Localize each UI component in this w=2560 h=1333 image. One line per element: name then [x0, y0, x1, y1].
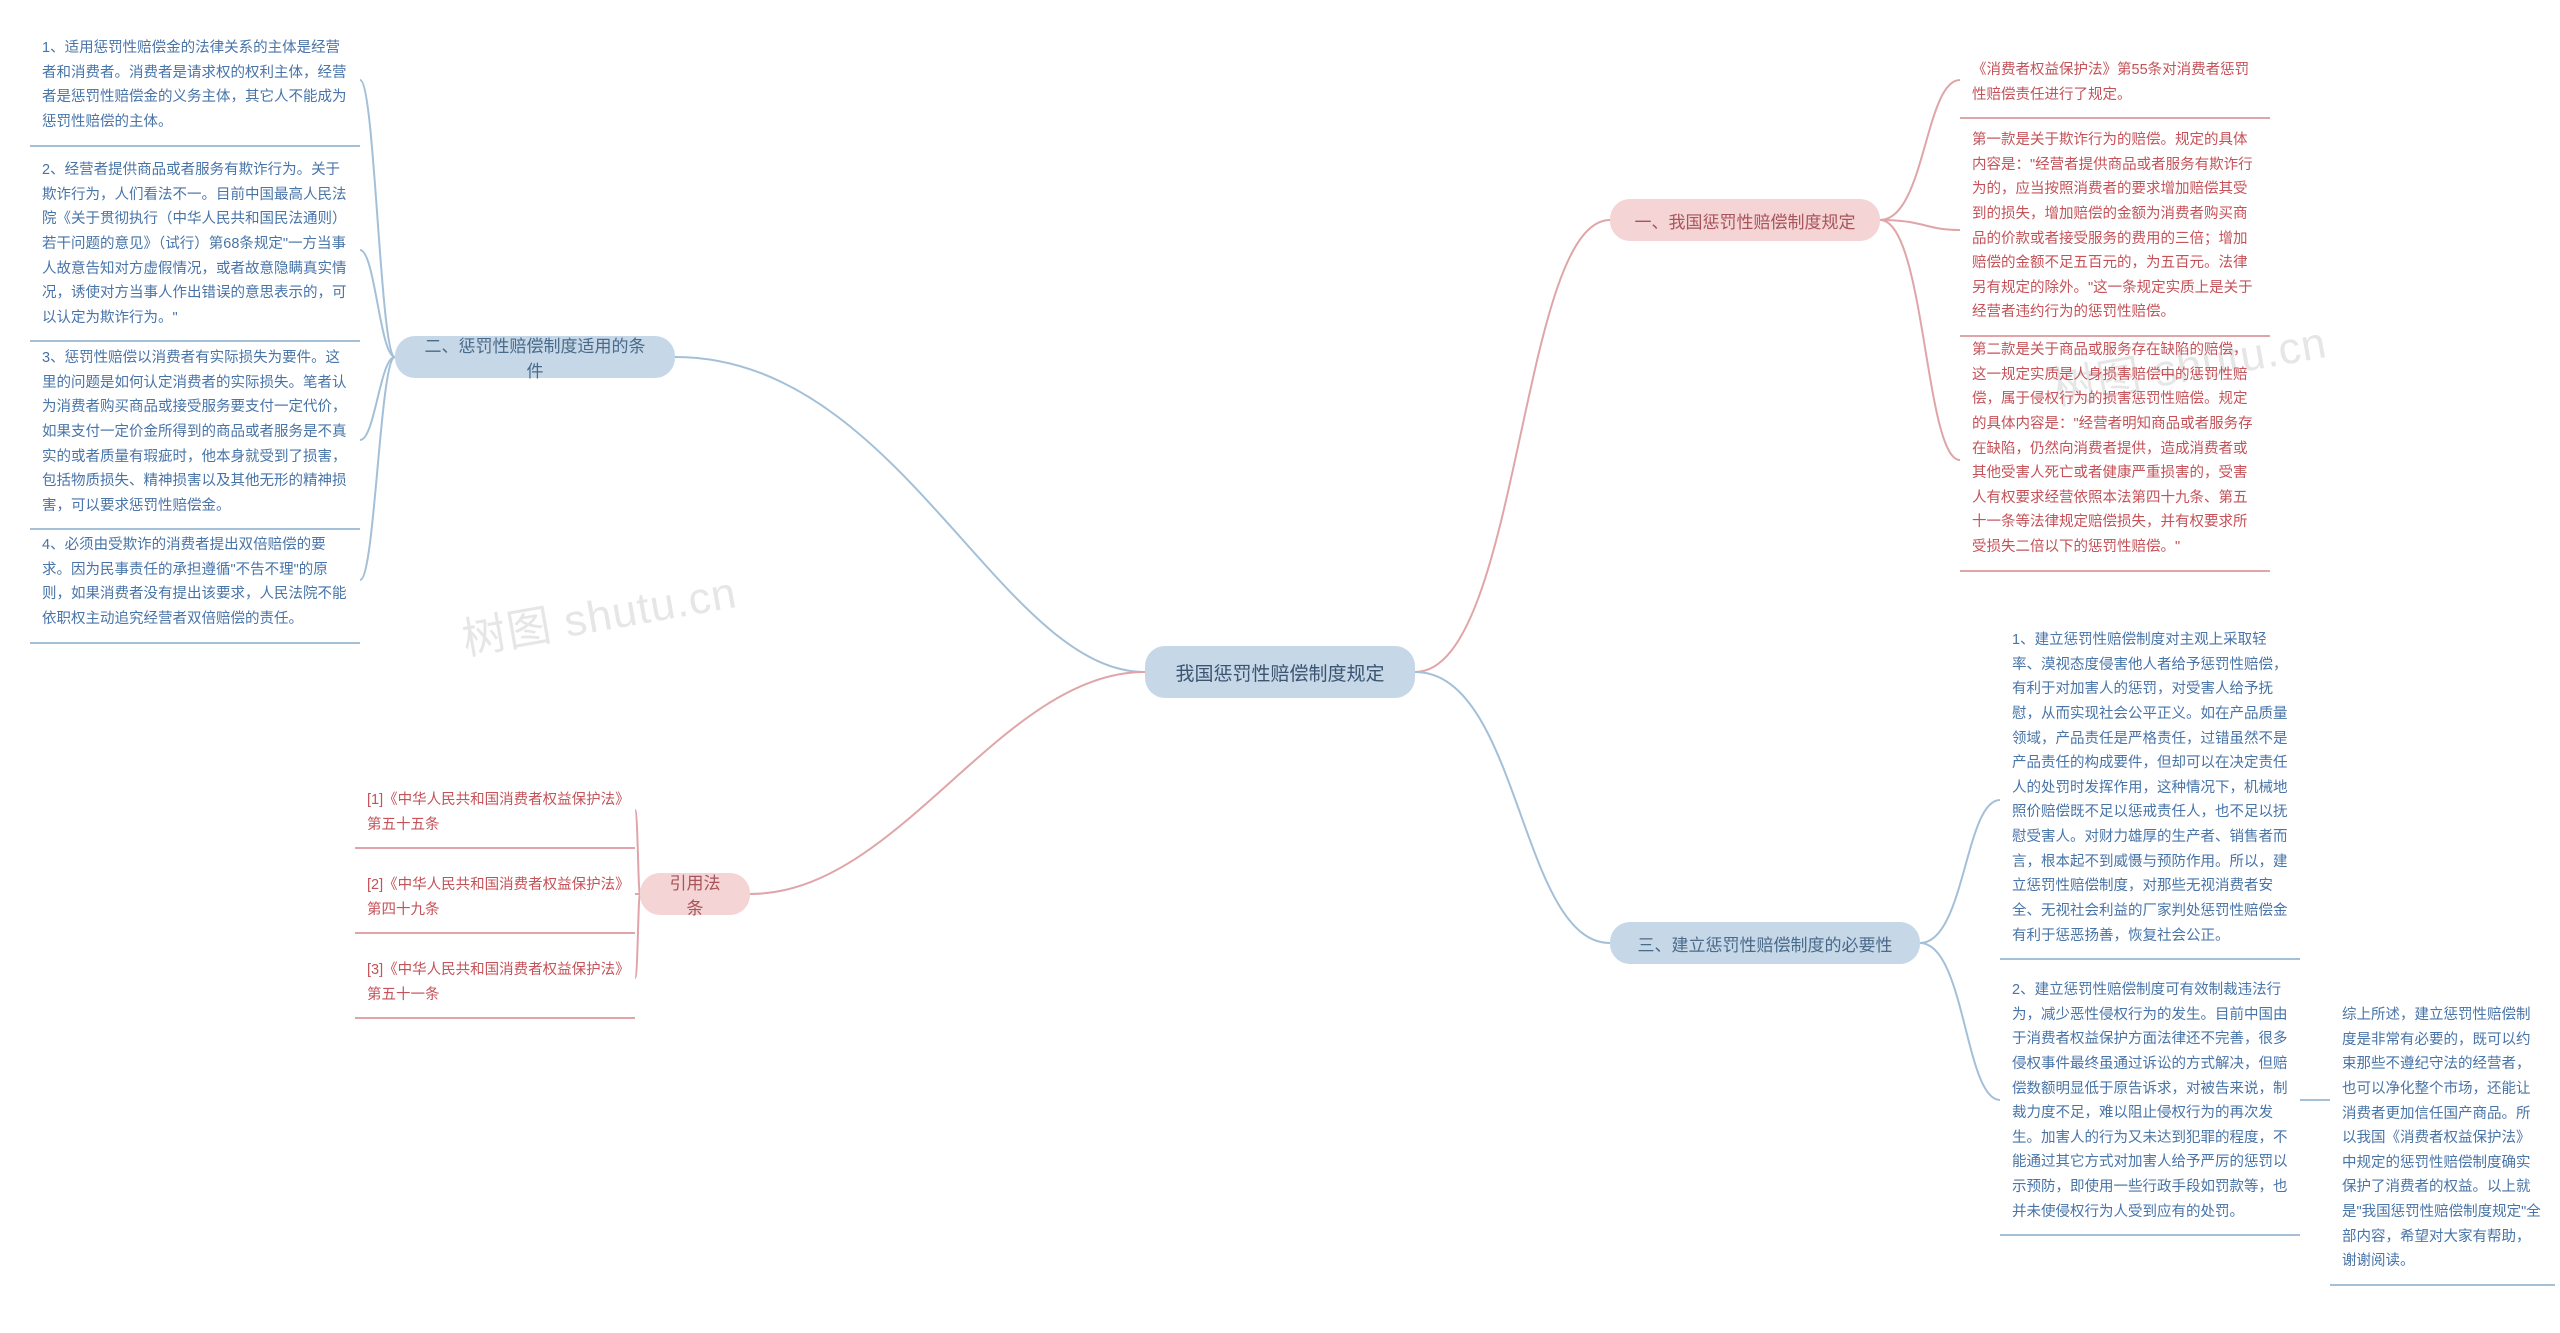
leaf-b3-0: 1、建立惩罚性赔偿制度对主观上采取轻率、漠视态度侵害他人者给予惩罚性赔偿，有利于…	[2000, 620, 2300, 956]
branch-1: 一、我国惩罚性赔偿制度规定	[1610, 199, 1880, 241]
leaf-underline	[355, 932, 635, 934]
leaf-b4-0: [1]《中华人民共和国消费者权益保护法》第五十五条	[355, 780, 635, 845]
branch-4: 引用法条	[640, 873, 750, 915]
leaf-underline	[2000, 1234, 2300, 1236]
leaf-underline	[355, 847, 635, 849]
leaf-b1-2: 第二款是关于商品或服务存在缺陷的赔偿，这一规定实质是人身损害赔偿中的惩罚性赔偿，…	[1960, 330, 2270, 568]
leaf-b2-1: 2、经营者提供商品或者服务有欺诈行为。关于欺诈行为，人们看法不一。目前中国最高人…	[30, 150, 360, 338]
leaf-b1-0: 《消费者权益保护法》第55条对消费者惩罚性赔偿责任进行了规定。	[1960, 50, 2270, 115]
leaf-underline	[1960, 117, 2270, 119]
leaf-b3-extra: 综上所述，建立惩罚性赔偿制度是非常有必要的，既可以约束那些不遵纪守法的经营者，也…	[2330, 995, 2555, 1282]
leaf-underline	[2000, 958, 2300, 960]
leaf-b3-1: 2、建立惩罚性赔偿制度可有效制裁违法行为，减少恶性侵权行为的发生。目前中国由于消…	[2000, 970, 2300, 1232]
leaf-underline	[1960, 335, 2270, 337]
leaf-underline	[30, 642, 360, 644]
leaf-b2-2: 3、惩罚性赔偿以消费者有实际损失为要件。这里的问题是如何认定消费者的实际损失。笔…	[30, 338, 360, 526]
leaf-b2-3: 4、必须由受欺诈的消费者提出双倍赔偿的要求。因为民事责任的承担遵循"不告不理"的…	[30, 525, 360, 640]
leaf-underline	[30, 340, 360, 342]
leaf-underline	[355, 1017, 635, 1019]
watermark: 树图 shutu.cn	[457, 556, 741, 667]
branch-3: 三、建立惩罚性赔偿制度的必要性	[1610, 922, 1920, 964]
leaf-underline	[1960, 570, 2270, 572]
leaf-b4-2: [3]《中华人民共和国消费者权益保护法》第五十一条	[355, 950, 635, 1015]
leaf-b1-1: 第一款是关于欺诈行为的赔偿。规定的具体内容是："经营者提供商品或者服务有欺诈行为…	[1960, 120, 2270, 333]
branch-2: 二、惩罚性赔偿制度适用的条件	[395, 336, 675, 378]
leaf-b2-0: 1、适用惩罚性赔偿金的法律关系的主体是经营者和消费者。消费者是请求权的权利主体，…	[30, 28, 360, 143]
leaf-underline	[2330, 1284, 2555, 1286]
root-node: 我国惩罚性赔偿制度规定	[1145, 646, 1415, 698]
leaf-b4-1: [2]《中华人民共和国消费者权益保护法》第四十九条	[355, 865, 635, 930]
leaf-underline	[30, 528, 360, 530]
leaf-underline	[30, 145, 360, 147]
